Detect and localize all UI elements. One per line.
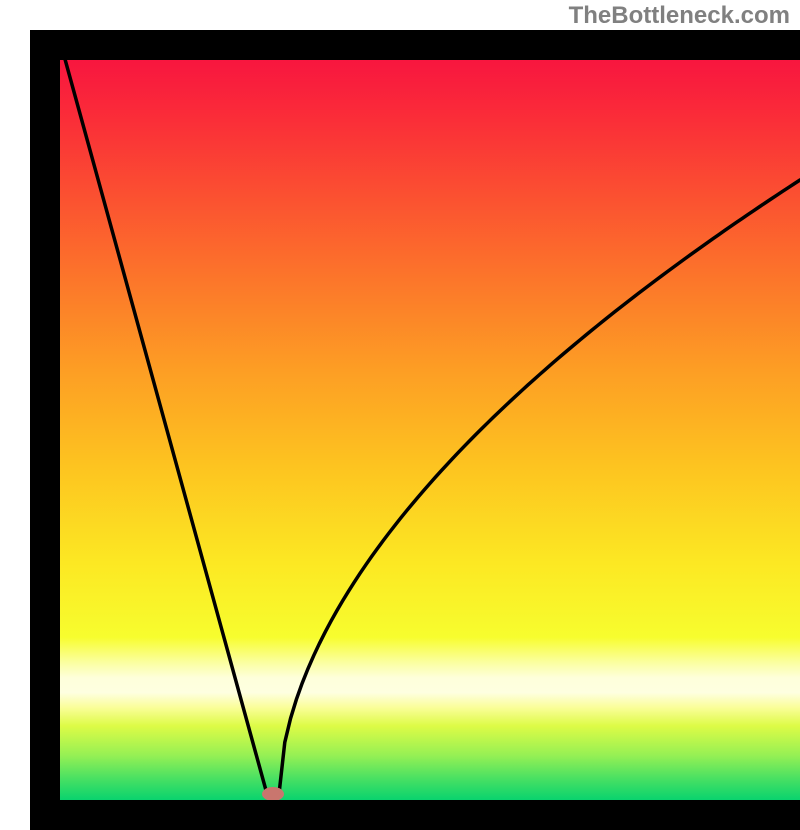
plot-area <box>30 30 770 770</box>
chart-svg <box>30 30 800 830</box>
chart-container: TheBottleneck.com <box>0 0 800 800</box>
gradient-background <box>60 60 800 800</box>
vertex-marker <box>262 787 284 801</box>
watermark-text: TheBottleneck.com <box>569 2 790 30</box>
